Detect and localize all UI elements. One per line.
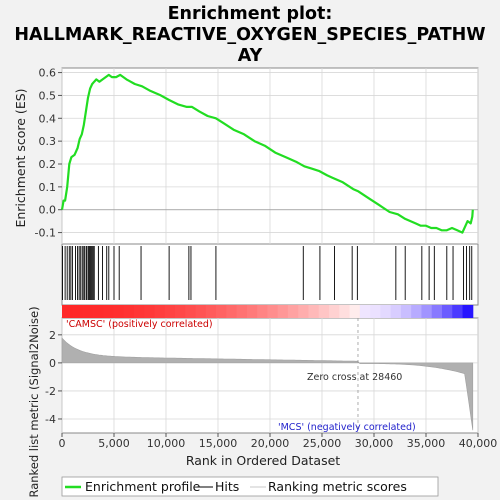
rank-bar-segment [236, 305, 248, 318]
rank-bar-segment [390, 305, 402, 318]
rank-bar-segment [164, 305, 176, 318]
x-tick-label: 20,000 [251, 437, 290, 450]
upper-y-tick-label: 0.1 [39, 181, 57, 194]
upper-y-tick-label: 0.0 [39, 204, 57, 217]
upper-y-tick-label: 0.5 [39, 89, 57, 102]
chart-title-line-1: Enrichment plot: [168, 4, 333, 24]
x-axis-label: Rank in Ordered Dataset [186, 453, 340, 468]
rank-bar-segment [257, 305, 268, 318]
rank-bar-segment [82, 305, 94, 318]
rank-bar-segment [185, 305, 197, 318]
upper-grid [61, 68, 479, 244]
legend-es-label: Enrichment profile [85, 479, 201, 494]
chart-title-line-3: AY [238, 46, 263, 66]
rank-bar-segment [72, 305, 84, 318]
chart-title-line-2: HALLMARK_REACTIVE_OXYGEN_SPECIES_PATHW [14, 25, 485, 45]
x-tick-label: 30,000 [355, 437, 394, 450]
lower-y-ticks: 2 0 -2 -4 [45, 329, 62, 426]
rank-bar-segment [287, 305, 299, 318]
rank-bar-segment [62, 305, 73, 318]
rank-bar-segment [133, 305, 145, 318]
rank-bar-segment [308, 305, 320, 318]
rank-bar-segment [195, 305, 207, 318]
rank-bar-segment [411, 305, 422, 318]
rank-bar-segment [144, 305, 155, 318]
legend-metric-label: Ranking metric scores [268, 479, 407, 494]
x-tick-label: 25,000 [303, 437, 342, 450]
hits-group [62, 246, 473, 300]
positive-correlation-label: 'CAMSC' (positively correlated) [66, 319, 213, 330]
upper-y-tick-label: 0.3 [39, 135, 57, 148]
rank-bar-segment [205, 305, 217, 318]
rank-bar-segment [298, 305, 309, 318]
x-tick-label: 0 [59, 437, 66, 450]
rank-bar-segment [452, 305, 464, 318]
lower-y-tick-label: -4 [45, 413, 56, 426]
legend-hits-label: Hits [215, 479, 239, 494]
rank-bar-segment [441, 305, 453, 318]
rank-bar-segment [123, 305, 135, 318]
rank-bar-segment [154, 305, 166, 318]
rank-bar-segment [113, 305, 125, 318]
rank-bar-segment [380, 305, 392, 318]
upper-y-tick-label: 0.6 [39, 67, 57, 80]
lower-y-tick-label: -2 [45, 385, 56, 398]
rank-bar-segment [267, 305, 279, 318]
upper-y-ticks: -0.1 0.0 0.1 0.2 0.3 0.4 0.5 0.6 [35, 67, 62, 240]
rank-bar-segment [226, 305, 238, 318]
zero-cross-label: Zero cross at 28460 [307, 372, 402, 383]
rank-bar-segment [277, 305, 289, 318]
upper-y-tick-label: 0.2 [39, 158, 57, 171]
x-tick-label: 10,000 [147, 437, 186, 450]
ranking-metric-area [61, 337, 474, 431]
x-tick-label: 40,000 [459, 437, 498, 450]
rank-bar-segment [92, 305, 104, 318]
rank-bar-segment [370, 305, 381, 318]
rank-bar-segment [359, 305, 371, 318]
lower-y-tick-label: 0 [49, 357, 56, 370]
negative-correlation-label: 'MCS' (negatively correlated) [278, 422, 416, 433]
rank-bar-segment [103, 305, 114, 318]
x-tick-label: 35,000 [407, 437, 446, 450]
metric-area-group [61, 318, 474, 433]
x-ticks: 0 5,000 10,000 15,000 20,000 25,000 30,000 35,0… [59, 433, 498, 450]
hits-panel-frame [61, 243, 479, 306]
rank-bar-segment [462, 305, 474, 318]
rank-bar-segment [216, 305, 227, 318]
upper-y-tick-label: 0.4 [39, 112, 57, 125]
rank-bar-segment [318, 305, 330, 318]
rank-bar-segment [431, 305, 443, 318]
rank-bar-segment [349, 305, 361, 318]
es-curve-group [60, 73, 474, 234]
rank-bar-segment [421, 305, 433, 318]
rank-bar-segment [329, 305, 340, 318]
rank-bar-group [62, 305, 474, 318]
rank-bar-segment [174, 305, 186, 318]
x-tick-label: 15,000 [199, 437, 238, 450]
rank-bar-segment [339, 305, 351, 318]
x-tick-label: 5,000 [98, 437, 130, 450]
upper-y-axis-label: Enrichment score (ES) [13, 88, 28, 227]
es-curve [60, 73, 474, 234]
lower-y-tick-label: 2 [49, 329, 56, 342]
rank-bar-segment [246, 305, 258, 318]
legend: Enrichment profile Hits Ranking metric s… [61, 476, 439, 497]
lower-y-axis-label: Ranked list metric (Signal2Noise) [27, 306, 41, 497]
upper-y-tick-label: -0.1 [35, 227, 56, 240]
rank-bar-segment [400, 305, 412, 318]
